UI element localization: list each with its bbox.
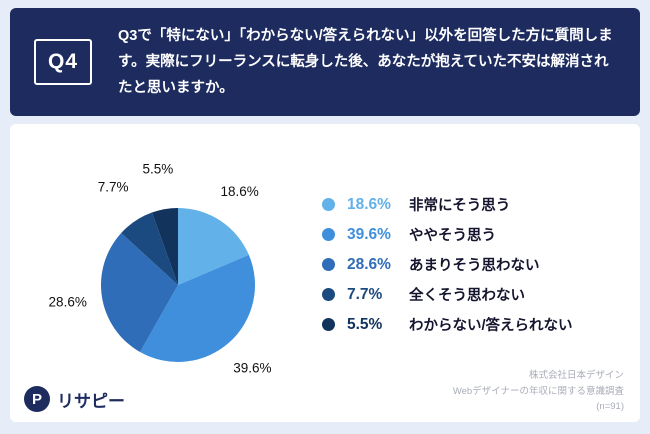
legend-dot-icon [322, 318, 335, 331]
pie-slice-percent-label: 39.6% [233, 360, 271, 375]
pie-slice [178, 208, 249, 285]
legend-item: 28.6% あまりそう思わない [322, 254, 573, 275]
pie-chart: 18.6% 39.6% 28.6% 7.7% 5.5% [49, 162, 272, 376]
legend-percent: 18.6% [347, 195, 391, 213]
pie-slice [151, 208, 178, 285]
legend-label: 非常にそう思う [409, 198, 511, 214]
legend-label: わからない/答えられない [409, 318, 573, 334]
legend-item: 39.6% ややそう思う [322, 224, 573, 245]
risapy-logo-text: リサピー [57, 391, 125, 411]
legend-dot-icon [322, 198, 335, 211]
pie-slice-percent-label: 18.6% [220, 184, 258, 199]
risapy-logo-icon: P [24, 386, 50, 412]
pie-slice-percent-label: 7.7% [98, 180, 129, 195]
pie-slice [121, 212, 178, 285]
chart-legend: 18.6% 非常にそう思う 39.6% ややそう思う 28.6% あまりそう思わない 7.7… [322, 194, 573, 335]
question-text: Q3で「特にない」「わからない/答えられない」以外を回答した方に質問します。実際… [118, 27, 613, 97]
chart-card: 18.6% 39.6% 28.6% 7.7% 5.5% 18.6% 非常にそう思う 39.6… [10, 124, 640, 422]
source-line: Webデザイナーの年収に関する意識調査 [452, 385, 624, 397]
legend-percent: 7.7% [347, 285, 383, 303]
pie-slice [101, 233, 178, 352]
risapy-logo: P リサピー [24, 386, 125, 412]
pie-slice-percent-label: 5.5% [143, 162, 174, 177]
legend-percent: 28.6% [347, 255, 391, 273]
question-number-badge: Q4 [34, 39, 93, 85]
question-header: Q4 Q3で「特にない」「わからない/答えられない」以外を回答した方に質問します… [10, 8, 640, 116]
legend-percent: 5.5% [347, 315, 383, 333]
legend-label: 全くそう思わない [409, 288, 525, 304]
legend-item: 18.6% 非常にそう思う [322, 194, 573, 215]
legend-label: あまりそう思わない [409, 258, 540, 274]
legend-dot-icon [322, 288, 335, 301]
legend-percent: 39.6% [347, 225, 391, 243]
pie-slice [140, 254, 256, 362]
pie-slice-percent-label: 28.6% [49, 295, 87, 310]
legend-label: ややそう思う [409, 228, 496, 244]
legend-dot-icon [322, 228, 335, 241]
source-line: (n=91) [596, 400, 624, 412]
source-line: 株式会社日本デザイン [528, 370, 624, 382]
legend-item: 5.5% わからない/答えられない [322, 314, 573, 335]
legend-item: 7.7% 全くそう思わない [322, 284, 573, 305]
legend-dot-icon [322, 258, 335, 271]
source-note: 株式会社日本デザイン Webデザイナーの年収に関する意識調査 (n=91) [453, 368, 624, 414]
